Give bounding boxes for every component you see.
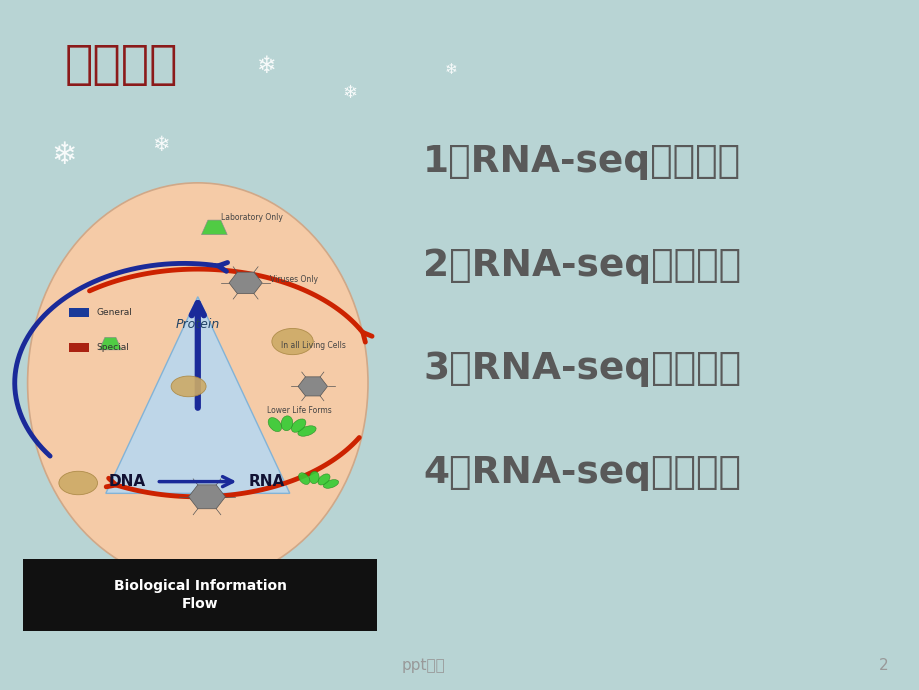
Polygon shape xyxy=(229,272,262,294)
Text: ❄: ❄ xyxy=(256,54,277,77)
Text: In all Living Cells: In all Living Cells xyxy=(280,340,346,350)
Text: ❄: ❄ xyxy=(444,61,457,77)
Text: Special: Special xyxy=(96,343,130,352)
FancyBboxPatch shape xyxy=(23,559,377,631)
Text: 2、RNA-seq技术原理: 2、RNA-seq技术原理 xyxy=(423,248,741,284)
Ellipse shape xyxy=(298,426,316,436)
Ellipse shape xyxy=(28,183,368,583)
FancyBboxPatch shape xyxy=(69,308,89,317)
Text: Biological Information
Flow: Biological Information Flow xyxy=(113,579,287,611)
Text: Lower Life Forms: Lower Life Forms xyxy=(267,406,331,415)
Ellipse shape xyxy=(309,471,319,484)
Ellipse shape xyxy=(291,419,305,433)
Text: 4、RNA-seq技术应用: 4、RNA-seq技术应用 xyxy=(423,455,741,491)
Ellipse shape xyxy=(299,473,310,484)
Polygon shape xyxy=(298,377,327,396)
Polygon shape xyxy=(188,485,225,509)
Text: 主要内容: 主要内容 xyxy=(64,43,177,88)
Polygon shape xyxy=(201,220,227,235)
Text: 2: 2 xyxy=(878,658,887,673)
Text: RNA: RNA xyxy=(248,474,285,489)
Polygon shape xyxy=(99,337,121,350)
Text: Viruses Only: Viruses Only xyxy=(269,275,317,284)
Text: 3、RNA-seq结果分析: 3、RNA-seq结果分析 xyxy=(423,351,741,387)
Text: Protein: Protein xyxy=(176,318,220,331)
Text: General: General xyxy=(96,308,132,317)
Ellipse shape xyxy=(267,417,281,432)
Text: 1、RNA-seq技术简介: 1、RNA-seq技术简介 xyxy=(423,144,741,180)
Ellipse shape xyxy=(323,480,338,489)
Ellipse shape xyxy=(281,416,292,431)
Ellipse shape xyxy=(59,471,97,495)
Ellipse shape xyxy=(272,328,312,355)
Text: ❄: ❄ xyxy=(342,84,357,102)
Text: ❄: ❄ xyxy=(51,141,77,170)
Ellipse shape xyxy=(318,474,330,485)
Text: ppt课件: ppt课件 xyxy=(401,658,445,673)
Ellipse shape xyxy=(171,376,206,397)
Polygon shape xyxy=(106,297,289,493)
Text: DNA: DNA xyxy=(108,474,145,489)
FancyBboxPatch shape xyxy=(69,343,89,352)
Text: Laboratory Only: Laboratory Only xyxy=(221,213,282,222)
Text: ❄: ❄ xyxy=(152,135,170,155)
